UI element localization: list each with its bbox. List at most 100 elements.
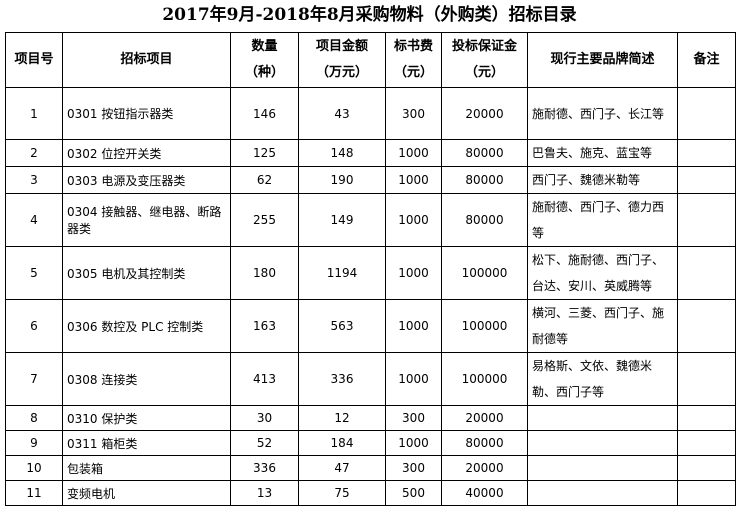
cell-amount: 184 — [298, 430, 386, 456]
cell-deposit: 20000 — [441, 87, 528, 140]
cell-qty: 13 — [230, 480, 299, 506]
cell-amount: 563 — [298, 299, 386, 353]
cell-qty: 146 — [230, 87, 299, 140]
column-header: 项目金额 （万元） — [298, 32, 386, 88]
cell-no: 10 — [5, 455, 63, 481]
table-row: 10 包装箱 336 47 300 20000 — [5, 455, 736, 481]
table-header: 项目号 招标项目 数量 （种） 项目金额 （万元） 标书费 （元） 投标保证金 （元） 现行主要品牌… — [5, 32, 736, 88]
cell-fee: 1000 — [385, 352, 442, 406]
cell-fee: 300 — [385, 455, 442, 481]
cell-no: 3 — [5, 166, 63, 194]
cell-note — [677, 480, 736, 506]
cell-fee: 1000 — [385, 246, 442, 300]
cell-amount: 190 — [298, 166, 386, 194]
cell-qty: 125 — [230, 139, 299, 167]
cell-no: 4 — [5, 193, 63, 247]
cell-item: 0303 电源及变压器类 — [62, 166, 231, 194]
cell-deposit: 80000 — [441, 139, 528, 167]
cell-note — [677, 352, 736, 406]
cell-fee: 1000 — [385, 139, 442, 167]
cell-amount: 149 — [298, 193, 386, 247]
cell-qty: 163 — [230, 299, 299, 353]
table-row: 2 0302 位控开关类 125 148 1000 80000 巴鲁夫、施克、蓝宝等 — [5, 139, 736, 167]
page-title: 2017年9月-2018年8月采购物料（外购类）招标目录 — [162, 5, 577, 25]
cell-item: 0306 数控及 PLC 控制类 — [62, 299, 231, 353]
cell-item: 变频电机 — [62, 480, 231, 506]
table-row: 11 变频电机 13 75 500 40000 — [5, 480, 736, 506]
cell-no: 8 — [5, 405, 63, 431]
cell-brands — [527, 455, 678, 481]
cell-no: 7 — [5, 352, 63, 406]
tender-table: 项目号 招标项目 数量 （种） 项目金额 （万元） 标书费 （元） 投标保证金 （元） 现行主要品牌… — [5, 32, 736, 506]
column-header: 项目号 — [5, 32, 63, 88]
cell-deposit: 100000 — [441, 352, 528, 406]
cell-amount: 75 — [298, 480, 386, 506]
cell-brands: 施耐德、西门子、德力西等 — [527, 193, 678, 247]
cell-note — [677, 430, 736, 456]
table-row: 9 0311 箱柜类 52 184 1000 80000 — [5, 430, 736, 456]
cell-note — [677, 405, 736, 431]
cell-item: 0311 箱柜类 — [62, 430, 231, 456]
cell-note — [677, 299, 736, 353]
cell-no: 9 — [5, 430, 63, 456]
cell-brands — [527, 430, 678, 456]
cell-deposit: 20000 — [441, 405, 528, 431]
cell-amount: 1194 — [298, 246, 386, 300]
cell-fee: 300 — [385, 405, 442, 431]
cell-brands: 西门子、魏德米勒等 — [527, 166, 678, 194]
cell-fee: 500 — [385, 480, 442, 506]
cell-fee: 1000 — [385, 166, 442, 194]
cell-qty: 180 — [230, 246, 299, 300]
cell-fee: 1000 — [385, 430, 442, 456]
table-row: 8 0310 保护类 30 12 300 20000 — [5, 405, 736, 431]
cell-qty: 336 — [230, 455, 299, 481]
column-header: 标书费 （元） — [385, 32, 442, 88]
cell-deposit: 40000 — [441, 480, 528, 506]
column-header: 数量 （种） — [230, 32, 299, 88]
column-header: 现行主要品牌简述 — [527, 32, 678, 88]
cell-item: 0310 保护类 — [62, 405, 231, 431]
table-row: 5 0305 电机及其控制类 180 1194 1000 100000 松下、施耐德、西门子… — [5, 246, 736, 300]
table-row: 1 0301 按钮指示器类 146 43 300 20000 施耐德、西门子、长江等 — [5, 87, 736, 140]
cell-item: 0304 接触器、继电器、断路器类 — [62, 193, 231, 247]
cell-note — [677, 166, 736, 194]
column-header: 投标保证金 （元） — [441, 32, 528, 88]
cell-note — [677, 246, 736, 300]
cell-qty: 413 — [230, 352, 299, 406]
cell-note — [677, 455, 736, 481]
cell-qty: 62 — [230, 166, 299, 194]
cell-deposit: 80000 — [441, 166, 528, 194]
cell-qty: 30 — [230, 405, 299, 431]
table-row: 3 0303 电源及变压器类 62 190 1000 80000 西门子、魏德米勒等 — [5, 166, 736, 194]
column-header: 备注 — [677, 32, 736, 88]
cell-qty: 52 — [230, 430, 299, 456]
cell-amount: 148 — [298, 139, 386, 167]
cell-item: 0305 电机及其控制类 — [62, 246, 231, 300]
cell-no: 5 — [5, 246, 63, 300]
cell-note — [677, 139, 736, 167]
cell-fee: 1000 — [385, 193, 442, 247]
cell-no: 11 — [5, 480, 63, 506]
cell-amount: 43 — [298, 87, 386, 140]
table-row: 7 0308 连接类 413 336 1000 100000 易格斯、文依、魏德米勒、西门子… — [5, 352, 736, 406]
cell-brands: 易格斯、文依、魏德米勒、西门子等 — [527, 352, 678, 406]
table-row: 4 0304 接触器、继电器、断路器类 255 149 1000 80000 施耐德、西门子… — [5, 193, 736, 247]
cell-qty: 255 — [230, 193, 299, 247]
cell-deposit: 80000 — [441, 193, 528, 247]
cell-item: 0301 按钮指示器类 — [62, 87, 231, 140]
cell-deposit: 80000 — [441, 430, 528, 456]
cell-brands: 松下、施耐德、西门子、台达、安川、英威腾等 — [527, 246, 678, 300]
cell-no: 2 — [5, 139, 63, 167]
cell-item: 包装箱 — [62, 455, 231, 481]
cell-item: 0308 连接类 — [62, 352, 231, 406]
table-row: 6 0306 数控及 PLC 控制类 163 563 1000 100000 横河、三菱、西… — [5, 299, 736, 353]
cell-deposit: 100000 — [441, 246, 528, 300]
cell-brands — [527, 480, 678, 506]
cell-deposit: 100000 — [441, 299, 528, 353]
cell-no: 6 — [5, 299, 63, 353]
cell-note — [677, 87, 736, 140]
cell-brands: 巴鲁夫、施克、蓝宝等 — [527, 139, 678, 167]
cell-amount: 336 — [298, 352, 386, 406]
cell-amount: 12 — [298, 405, 386, 431]
cell-fee: 1000 — [385, 299, 442, 353]
